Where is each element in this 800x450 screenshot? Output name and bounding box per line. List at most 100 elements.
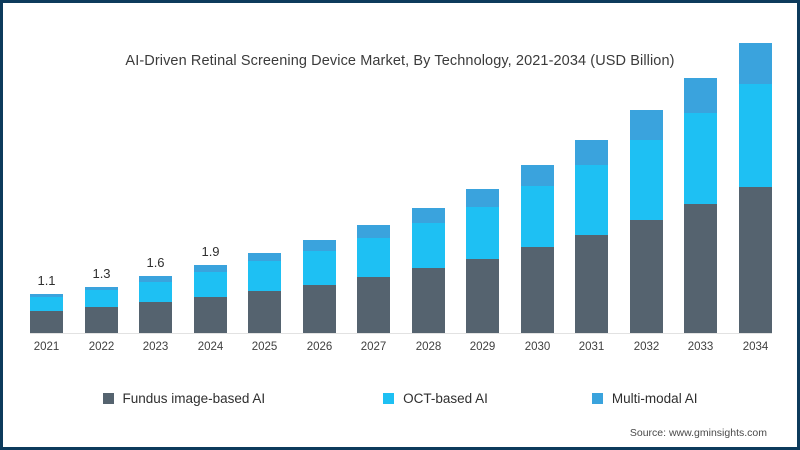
bar-stack[interactable]: 1.6 — [139, 255, 172, 333]
bar-segment-oct[interactable] — [466, 206, 499, 259]
bar-group[interactable] — [466, 188, 499, 333]
x-axis-tick-2034: 2034 — [742, 341, 769, 353]
bar-segment-fundus[interactable] — [194, 296, 227, 333]
bar-segment-multi-modal[interactable] — [194, 265, 227, 272]
bar-segment-oct[interactable] — [30, 296, 63, 311]
bar-segment-fundus[interactable] — [303, 284, 336, 333]
bar-segment-oct[interactable] — [412, 222, 445, 269]
bar-segment-fundus[interactable] — [412, 268, 445, 333]
legend-swatch-icon — [102, 393, 114, 404]
legend-label: Fundus image-based AI — [122, 391, 266, 406]
bar-stack[interactable]: 1.1 — [30, 273, 63, 333]
bar-segment-fundus[interactable] — [357, 276, 390, 333]
bar-segment-fundus[interactable] — [630, 219, 663, 333]
bar-segment-multi-modal[interactable] — [30, 293, 63, 297]
x-axis-tick-2024: 2024 — [197, 341, 224, 353]
bar-segment-oct[interactable] — [521, 186, 554, 247]
bar-value-label: 1.1 — [37, 272, 56, 288]
bar-segment-multi-modal[interactable] — [412, 207, 445, 223]
bar-segment-oct[interactable] — [575, 165, 608, 235]
bar-stack[interactable] — [684, 78, 717, 333]
bar-stack[interactable] — [739, 42, 772, 333]
bar-segment-multi-modal[interactable] — [739, 42, 772, 84]
bar-segment-fundus[interactable] — [139, 302, 172, 333]
bar-segment-oct[interactable] — [684, 113, 717, 205]
bar-segment-oct[interactable] — [85, 290, 118, 308]
bar-segment-multi-modal[interactable] — [466, 188, 499, 207]
bar-group[interactable] — [739, 42, 772, 333]
bar-segment-fundus[interactable] — [248, 290, 281, 333]
bar-group[interactable] — [521, 164, 554, 333]
bar-stack[interactable] — [521, 164, 554, 333]
source-attribution: Source: www.gminsights.com — [629, 427, 767, 439]
bar-stack[interactable] — [357, 225, 390, 333]
bar-stack[interactable] — [466, 188, 499, 333]
bar-group[interactable] — [412, 207, 445, 333]
bar-group[interactable] — [303, 240, 336, 333]
bar-stack[interactable] — [303, 240, 336, 333]
bar-stack[interactable] — [575, 140, 608, 333]
bar-segment-fundus[interactable] — [30, 310, 63, 333]
x-axis-tick-2021: 2021 — [33, 341, 60, 353]
bar-segment-multi-modal[interactable] — [248, 252, 281, 262]
bar-stack[interactable]: 1.9 — [194, 244, 227, 333]
bar-segment-fundus[interactable] — [575, 234, 608, 333]
bar-segment-multi-modal[interactable] — [575, 140, 608, 166]
bar-group[interactable]: 1.3 — [85, 266, 118, 333]
chart-title: AI-Driven Retinal Screening Device Marke… — [125, 53, 675, 69]
bar-stack[interactable]: 1.3 — [85, 266, 118, 333]
x-axis-tick-2033: 2033 — [687, 341, 714, 353]
bar-segment-multi-modal[interactable] — [630, 110, 663, 141]
bar-group[interactable] — [630, 110, 663, 333]
bar-segment-fundus[interactable] — [85, 307, 118, 333]
bar-group[interactable]: 1.1 — [30, 273, 63, 333]
x-axis-tick-2031: 2031 — [578, 341, 605, 353]
chart-legend: Fundus image-based AI OCT-based AI Multi-m… — [3, 391, 797, 406]
plot-area: 1.1 1.3 1.6 1.9 — [30, 42, 772, 333]
bar-value-label: 1.9 — [201, 244, 220, 260]
bar-segment-multi-modal[interactable] — [684, 78, 717, 114]
x-axis-tick-2027: 2027 — [360, 341, 387, 353]
legend-swatch-icon — [591, 393, 603, 404]
x-axis-tick-2029: 2029 — [469, 341, 496, 353]
bar-group[interactable] — [248, 252, 281, 333]
bar-segment-multi-modal[interactable] — [139, 276, 172, 282]
bar-segment-multi-modal[interactable] — [521, 164, 554, 187]
bar-value-label: 1.6 — [146, 255, 165, 271]
bar-segment-fundus[interactable] — [739, 187, 772, 333]
legend-item[interactable]: Multi-modal AI — [591, 391, 697, 406]
bar-group[interactable] — [357, 225, 390, 333]
bar-segment-oct[interactable] — [739, 83, 772, 188]
bar-segment-multi-modal[interactable] — [303, 240, 336, 251]
axis-baseline — [30, 333, 772, 334]
bar-segment-multi-modal[interactable] — [85, 286, 118, 291]
bar-segment-oct[interactable] — [248, 261, 281, 291]
bar-segment-fundus[interactable] — [521, 246, 554, 333]
legend-item[interactable]: OCT-based AI — [383, 391, 488, 406]
bar-stack[interactable] — [412, 207, 445, 333]
bar-stack[interactable] — [248, 252, 281, 333]
bar-segment-multi-modal[interactable] — [357, 225, 390, 238]
bar-group[interactable]: 1.6 — [139, 255, 172, 333]
bar-segment-fundus[interactable] — [684, 204, 717, 333]
bar-group[interactable] — [684, 78, 717, 333]
bar-stack[interactable] — [630, 110, 663, 333]
bar-segment-oct[interactable] — [303, 250, 336, 285]
legend-item[interactable]: Fundus image-based AI — [102, 391, 266, 406]
bar-group[interactable]: 1.9 — [194, 244, 227, 333]
bar-group[interactable] — [575, 140, 608, 333]
x-axis-tick-2026: 2026 — [306, 341, 333, 353]
x-axis-tick-2028: 2028 — [415, 341, 442, 353]
legend-label: OCT-based AI — [403, 391, 488, 406]
bar-segment-oct[interactable] — [194, 271, 227, 297]
legend-swatch-icon — [383, 393, 395, 404]
bar-segment-oct[interactable] — [630, 140, 663, 220]
x-axis-tick-2032: 2032 — [633, 341, 660, 353]
x-axis-tick-2022: 2022 — [88, 341, 115, 353]
bar-segment-fundus[interactable] — [466, 258, 499, 333]
bar-segment-oct[interactable] — [357, 237, 390, 277]
bar-segment-oct[interactable] — [139, 281, 172, 303]
x-axis-tick-2025: 2025 — [251, 341, 278, 353]
x-axis-tick-2030: 2030 — [524, 341, 551, 353]
